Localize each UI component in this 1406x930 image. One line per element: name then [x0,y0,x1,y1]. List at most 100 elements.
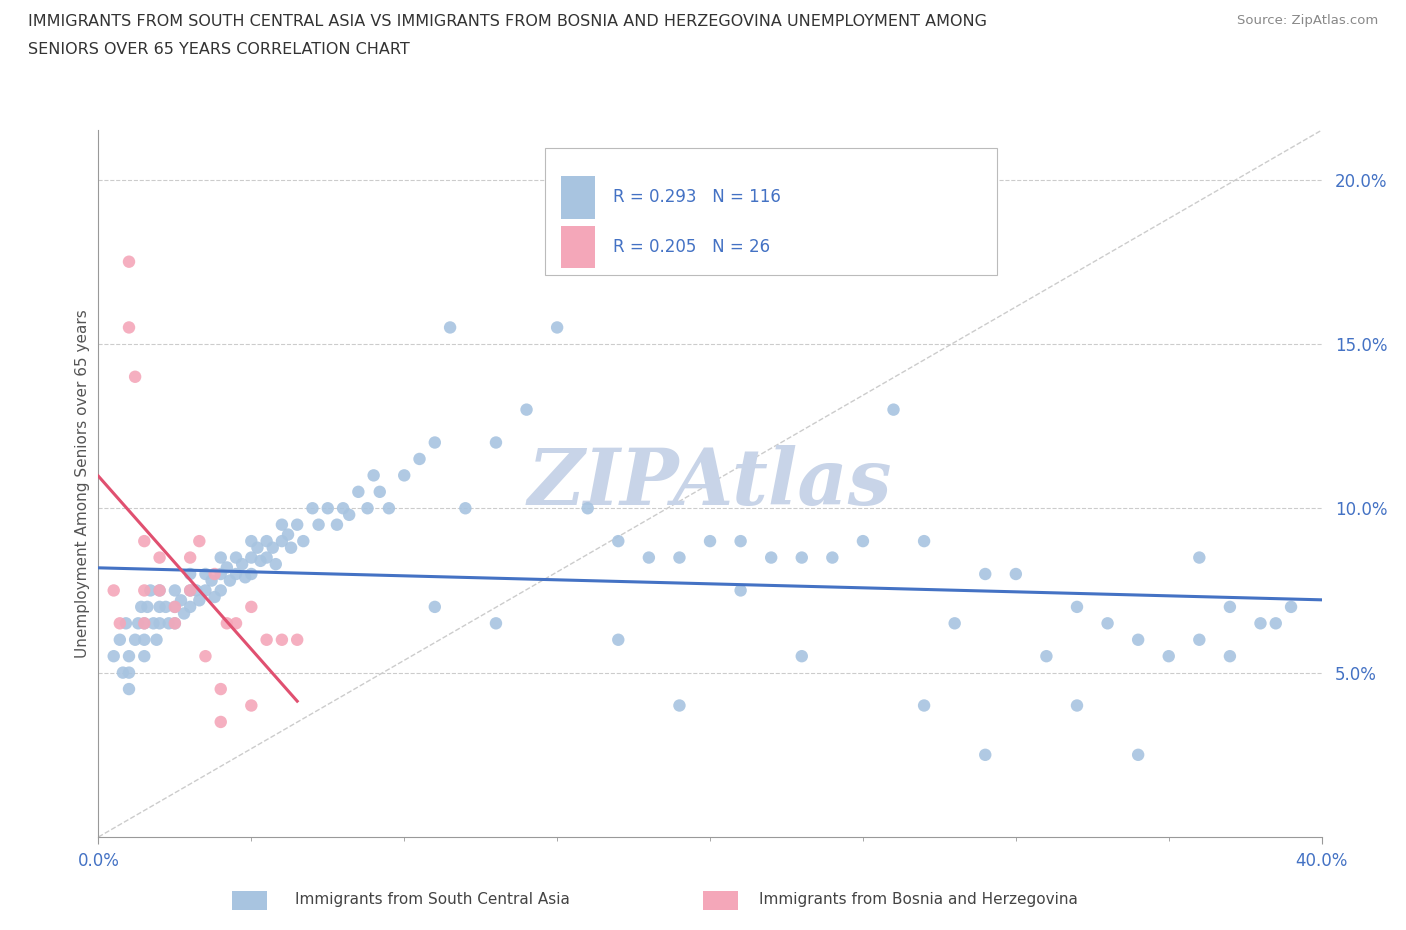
Point [188,592,211,607]
Point [118,254,141,269]
Point [392,468,416,483]
Point [149,583,172,598]
Point [118,320,141,335]
Point [209,714,232,729]
Point [516,402,538,417]
Point [200,573,222,588]
FancyBboxPatch shape [561,226,595,268]
Point [124,632,146,647]
Point [1066,698,1088,713]
Point [204,590,226,604]
Point [308,517,330,532]
Point [668,698,690,713]
Text: R = 0.293   N = 116: R = 0.293 N = 116 [613,189,782,206]
Point [256,632,278,647]
Point [668,551,690,565]
Point [149,583,172,598]
Point [1128,632,1150,647]
Point [270,534,292,549]
Point [134,616,156,631]
Text: ZIPAtlas: ZIPAtlas [527,445,893,522]
Point [730,583,752,598]
Point [790,551,813,565]
Point [546,320,568,335]
Point [485,435,508,450]
Point [240,551,263,565]
Point [179,583,201,598]
Point [730,534,752,549]
Point [209,682,232,697]
Point [142,616,165,631]
Point [790,649,813,664]
Point [108,616,131,631]
Point [136,600,159,615]
Point [134,583,156,598]
Point [408,451,430,466]
Point [163,616,186,631]
Point [225,551,247,565]
Point [883,402,905,417]
Point [155,600,177,615]
Point [332,501,354,516]
Point [179,600,201,615]
Point [127,616,149,631]
Point [337,508,360,523]
Point [285,517,308,532]
Point [356,501,378,516]
Point [759,551,782,565]
Point [423,435,446,450]
Point [270,517,292,532]
Y-axis label: Unemployment Among Seniors over 65 years: Unemployment Among Seniors over 65 years [75,309,90,658]
Point [129,600,152,615]
FancyBboxPatch shape [561,176,595,219]
Point [423,600,446,615]
Point [209,566,232,581]
Point [163,583,186,598]
Point [262,540,284,555]
Point [194,583,217,598]
Point [1188,551,1211,565]
Point [368,485,391,499]
Point [363,468,385,483]
Text: Immigrants from Bosnia and Herzegovina: Immigrants from Bosnia and Herzegovina [759,892,1078,907]
Point [157,616,180,631]
Point [1066,600,1088,615]
Point [231,557,253,572]
Point [1219,649,1241,664]
Point [316,501,339,516]
Point [108,632,131,647]
Point [326,517,349,532]
Point [173,606,195,621]
Point [118,682,141,697]
Text: R = 0.205   N = 26: R = 0.205 N = 26 [613,238,770,256]
Point [111,665,134,680]
Point [225,616,247,631]
Point [209,583,232,598]
Point [1188,632,1211,647]
Point [163,616,186,631]
Point [240,698,263,713]
Point [163,600,186,615]
Point [912,534,935,549]
Point [249,553,271,568]
Point [576,501,599,516]
Point [378,501,401,516]
Point [179,566,201,581]
Point [240,534,263,549]
Point [103,583,125,598]
Point [277,527,299,542]
Point [280,540,302,555]
Point [912,698,935,713]
Point [204,566,226,581]
Point [607,534,630,549]
Point [134,534,156,549]
Point [209,551,232,565]
Point [240,600,263,615]
FancyBboxPatch shape [546,148,997,275]
Point [115,616,138,631]
Point [179,583,201,598]
Point [699,534,721,549]
Point [215,560,238,575]
Point [134,616,156,631]
Point [1004,566,1026,581]
